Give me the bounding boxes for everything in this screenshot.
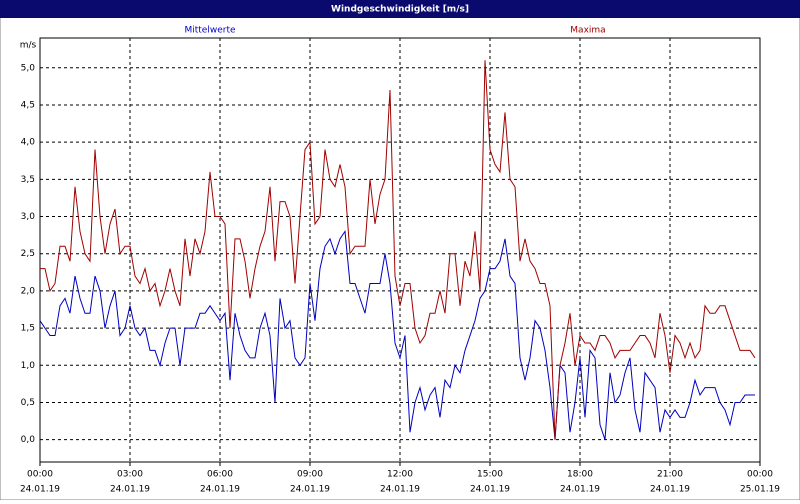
y-tick-label: 0,0 xyxy=(21,435,36,445)
y-tick-label: 4,0 xyxy=(21,138,36,148)
y-tick-label: 4,5 xyxy=(21,100,35,110)
x-tick-date: 24.01.19 xyxy=(200,485,240,495)
y-tick-label: 3,5 xyxy=(21,175,35,185)
chart-title: Windgeschwindigkeit [m/s] xyxy=(331,5,469,15)
x-tick-date: 24.01.19 xyxy=(290,485,330,495)
x-tick-label: 15:00 xyxy=(477,470,503,480)
y-tick-label: 2,5 xyxy=(21,249,35,259)
x-tick-label: 21:00 xyxy=(657,470,683,480)
y-tick-label: 1,0 xyxy=(21,361,36,371)
legend-label: Mittelwerte xyxy=(184,26,235,36)
title-bar xyxy=(0,0,800,18)
x-tick-label: 12:00 xyxy=(387,470,413,480)
x-tick-date: 24.01.19 xyxy=(380,485,420,495)
x-tick-label: 00:00 xyxy=(27,470,53,480)
y-tick-label: 2,0 xyxy=(21,286,36,296)
y-tick-label: 0,5 xyxy=(21,398,35,408)
x-tick-label: 18:00 xyxy=(567,470,593,480)
x-tick-date: 24.01.19 xyxy=(560,485,600,495)
x-tick-label: 09:00 xyxy=(297,470,323,480)
x-tick-label: 03:00 xyxy=(117,470,143,480)
x-tick-date: 24.01.19 xyxy=(650,485,690,495)
x-tick-date: 25.01.19 xyxy=(740,485,780,495)
y-tick-label: 5,0 xyxy=(21,63,36,73)
y-tick-label: 3,0 xyxy=(21,212,36,222)
x-tick-date: 24.01.19 xyxy=(110,485,150,495)
series-line xyxy=(39,229,755,440)
y-tick-label: 1,5 xyxy=(21,324,35,334)
y-unit: m/s xyxy=(20,41,37,51)
x-tick-date: 24.01.19 xyxy=(20,485,60,495)
x-tick-label: 00:00 xyxy=(747,470,773,480)
legend-label: Maxima xyxy=(570,26,605,36)
x-tick-date: 24.01.19 xyxy=(470,485,510,495)
series-line xyxy=(40,60,756,440)
x-tick-label: 06:00 xyxy=(207,470,233,480)
